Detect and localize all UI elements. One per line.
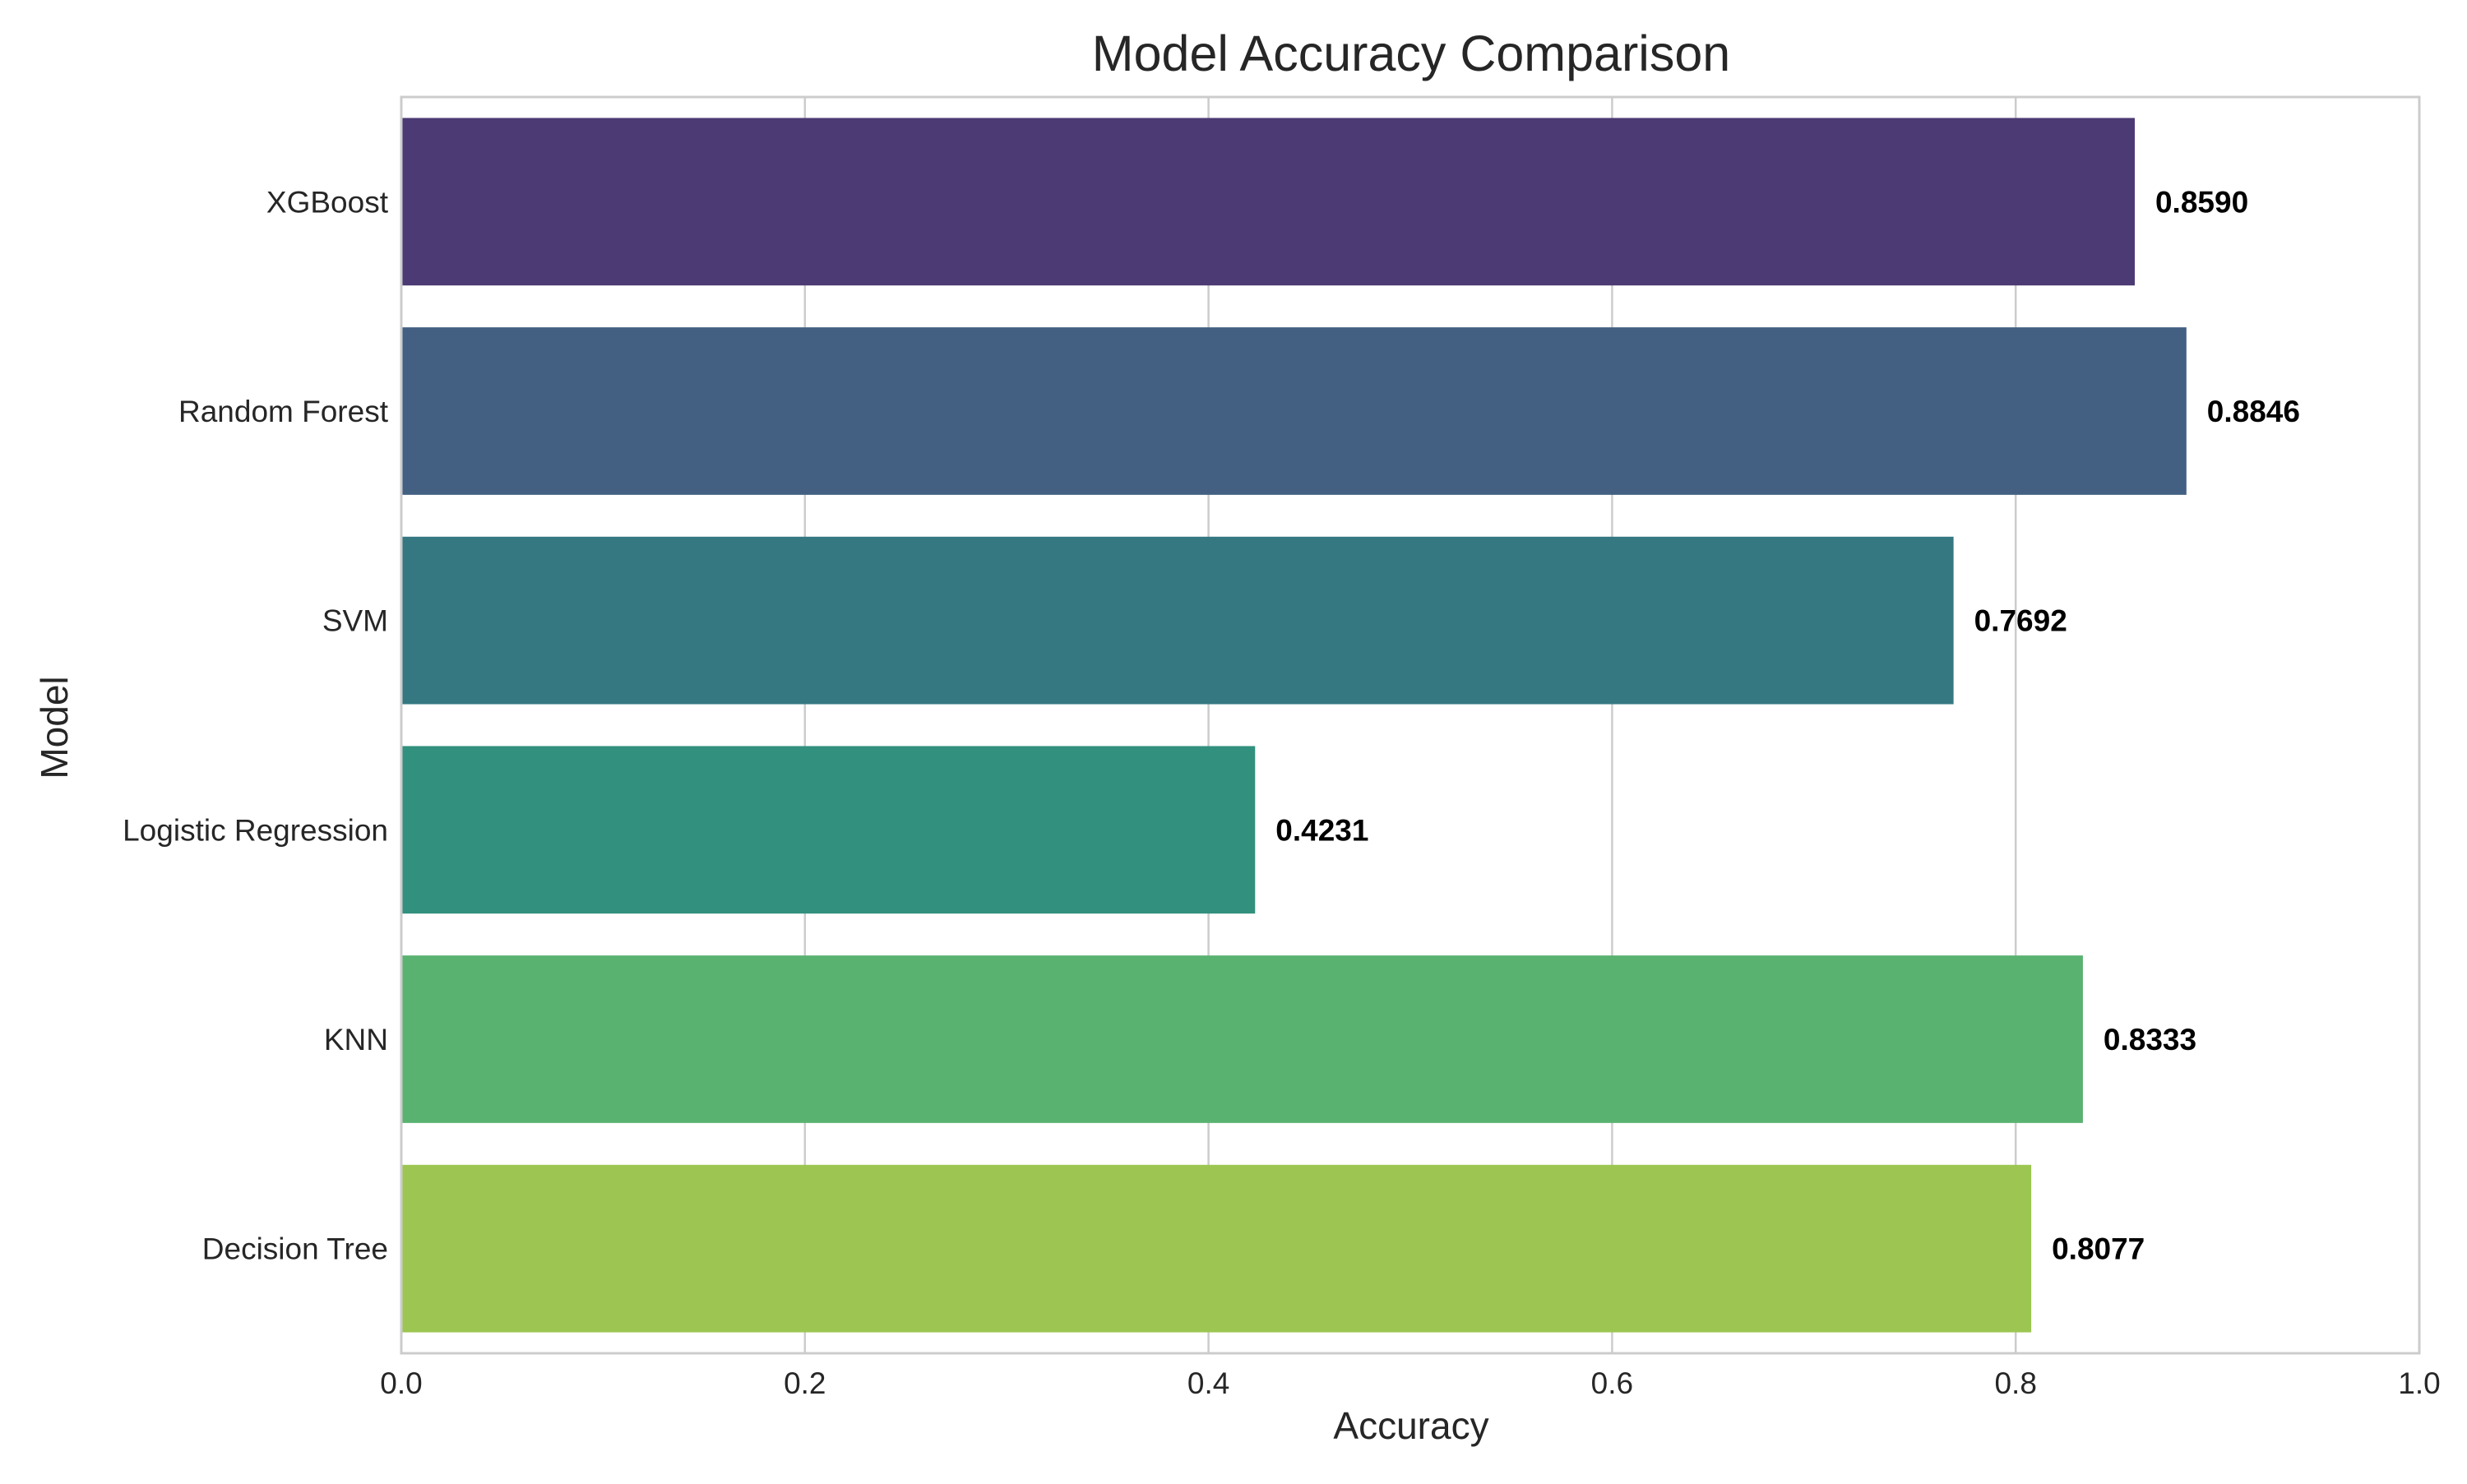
bar [401,118,2135,286]
bar [401,536,1954,705]
y-tick-label: Decision Tree [202,1232,388,1266]
plot-frame [400,95,2421,1355]
x-tick-label: 0.8 [1994,1366,2036,1400]
y-tick-label: Random Forest [178,395,389,428]
data-label: 0.4231 [1275,813,1368,847]
bar [401,746,1256,914]
bar [401,327,2187,495]
data-label: 0.8590 [2155,185,2248,219]
x-tick-label: 0.4 [1187,1366,1229,1400]
bars [401,118,2187,1333]
x-axis-label: Accuracy [1333,1404,1488,1447]
x-tick-label: 1.0 [2398,1366,2440,1400]
bar [401,955,2083,1123]
axis-ticks: 0.0 0.2 0.4 0.6 0.8 1.0 XGBoost Random Forest SV… [123,185,2441,1400]
bar [401,1164,2032,1333]
y-tick-label: XGBoost [266,185,389,219]
x-tick-label: 0.2 [784,1366,826,1400]
data-label: 0.7692 [1974,604,2067,638]
x-tick-label: 0.0 [380,1366,422,1400]
y-axis-label: Model [33,676,76,779]
data-label: 0.8077 [2052,1232,2145,1266]
y-tick-label: KNN [324,1023,388,1056]
data-label: 0.8333 [2104,1023,2196,1056]
y-tick-label: SVM [322,604,388,638]
x-tick-label: 0.6 [1591,1366,1633,1400]
data-label: 0.8846 [2207,395,2300,428]
value-labels: 0.8590 0.8846 0.7692 0.4231 0.8333 0.8077 [1275,185,2300,1265]
y-tick-label: Logistic Regression [123,813,388,847]
chart-title: Model Accuracy Comparison [1092,25,1730,81]
